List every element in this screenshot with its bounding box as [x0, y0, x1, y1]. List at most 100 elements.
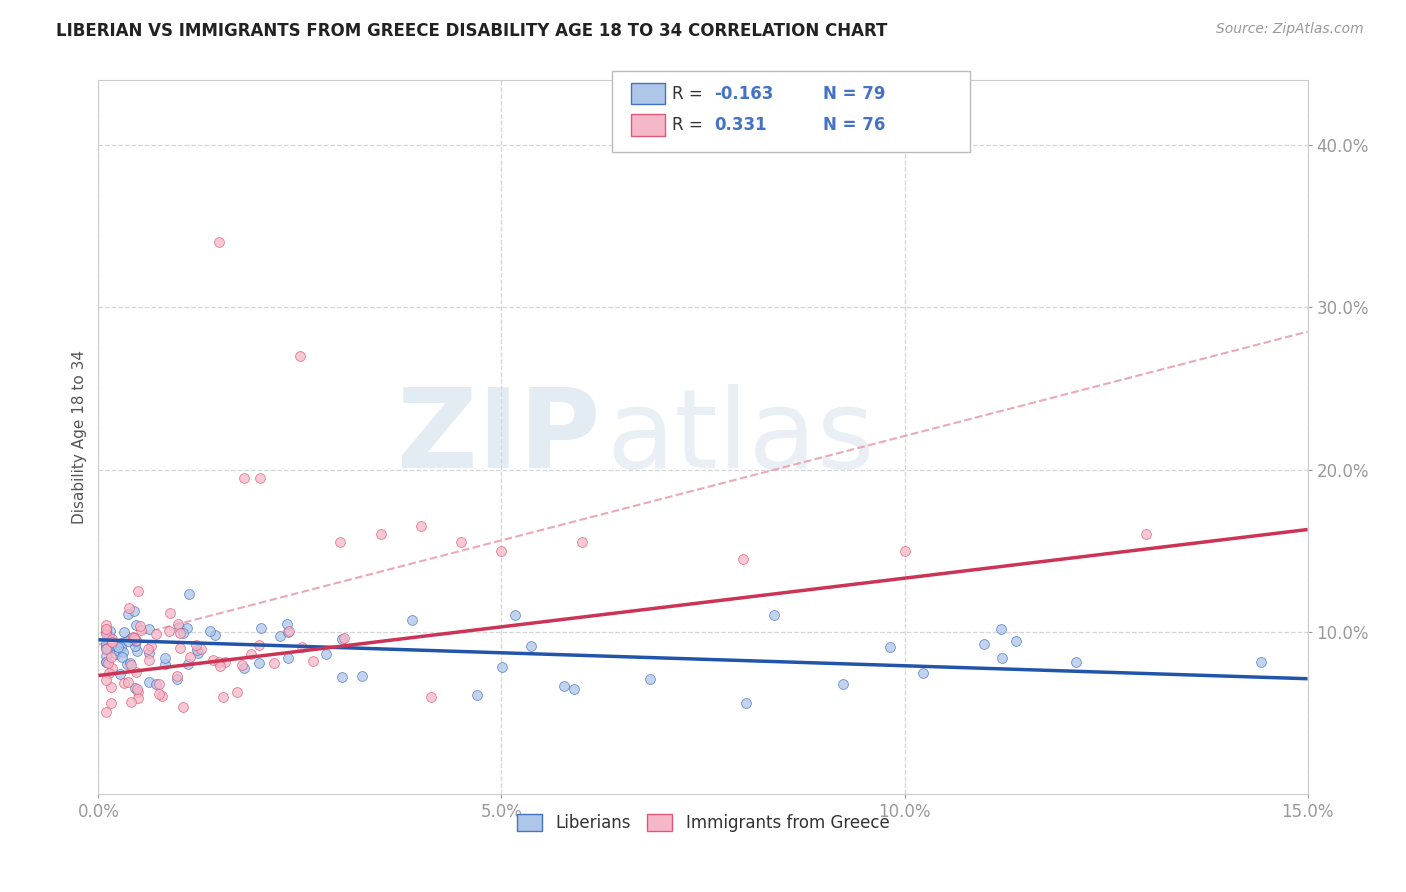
Point — [1005, 634, 1028, 648]
Point — [291, 640, 314, 655]
Text: atlas: atlas — [606, 384, 875, 491]
Point — [177, 657, 200, 671]
Point — [124, 639, 146, 653]
Point — [98, 666, 121, 681]
Point — [100, 680, 122, 694]
Point — [370, 527, 392, 541]
Point — [503, 608, 526, 623]
Point — [166, 673, 188, 687]
Point — [107, 640, 129, 654]
Point — [124, 681, 146, 695]
Point — [148, 677, 170, 691]
Point — [100, 638, 122, 652]
Point — [96, 705, 118, 719]
Point — [247, 657, 270, 671]
Point — [138, 653, 160, 667]
Point — [138, 622, 160, 636]
Point — [129, 619, 152, 633]
Point — [96, 640, 118, 655]
Point — [97, 634, 120, 648]
Point — [187, 646, 209, 660]
Point — [204, 628, 226, 642]
Point — [127, 690, 149, 705]
Point — [329, 535, 352, 549]
Point — [249, 621, 271, 635]
Point — [186, 642, 208, 657]
Text: ZIP: ZIP — [396, 384, 600, 491]
Point — [153, 651, 176, 665]
Point — [202, 653, 225, 667]
Text: LIBERIAN VS IMMIGRANTS FROM GREECE DISABILITY AGE 18 TO 34 CORRELATION CHART: LIBERIAN VS IMMIGRANTS FROM GREECE DISAB… — [56, 22, 887, 40]
Point — [226, 684, 249, 698]
Point — [96, 618, 118, 632]
Point — [122, 633, 145, 648]
Point — [108, 667, 131, 681]
Point — [96, 649, 118, 664]
Point — [122, 604, 145, 618]
Point — [176, 621, 198, 635]
Text: N = 79: N = 79 — [823, 85, 884, 103]
Text: N = 76: N = 76 — [823, 116, 884, 134]
Point — [520, 639, 543, 653]
Point — [240, 647, 263, 661]
Point — [276, 616, 298, 631]
Point — [269, 629, 291, 643]
Point — [638, 672, 661, 686]
Point — [120, 631, 142, 645]
Point — [911, 666, 934, 681]
Point — [110, 640, 132, 654]
Point — [571, 535, 593, 549]
Point — [124, 632, 146, 647]
Point — [100, 660, 122, 674]
Point — [169, 625, 191, 640]
Point — [159, 606, 181, 620]
Point — [169, 620, 191, 634]
Point — [208, 235, 231, 250]
Point — [419, 690, 441, 704]
Point — [232, 660, 254, 674]
Point — [562, 682, 585, 697]
Point — [108, 644, 131, 658]
Point — [278, 624, 301, 638]
Point — [184, 638, 207, 652]
Point — [100, 632, 122, 646]
Point — [247, 638, 270, 652]
Point — [100, 696, 122, 710]
Point — [121, 631, 143, 645]
Point — [212, 690, 235, 704]
Text: R =: R = — [672, 116, 709, 134]
Point — [115, 657, 138, 672]
Point — [96, 622, 118, 636]
Point — [288, 349, 311, 363]
Point — [991, 650, 1014, 665]
Point — [97, 656, 120, 670]
Point — [401, 613, 423, 627]
Point — [138, 675, 160, 690]
Point — [141, 639, 163, 653]
Point — [138, 642, 160, 657]
Point — [190, 641, 212, 656]
Legend: Liberians, Immigrants from Greece: Liberians, Immigrants from Greece — [510, 807, 896, 839]
Point — [96, 636, 118, 650]
Point — [762, 608, 785, 623]
Point — [111, 650, 134, 665]
Point — [209, 659, 232, 673]
Point — [166, 669, 188, 683]
Point — [893, 543, 915, 558]
Y-axis label: Disability Age 18 to 34: Disability Age 18 to 34 — [72, 350, 87, 524]
Point — [145, 676, 167, 690]
Point — [98, 629, 121, 643]
Point — [465, 688, 488, 702]
Point — [172, 700, 194, 714]
Point — [169, 640, 191, 655]
Point — [553, 679, 575, 693]
Text: R =: R = — [672, 85, 709, 103]
Point — [112, 676, 135, 690]
Point — [157, 624, 180, 638]
Point — [973, 636, 995, 650]
Point — [1064, 656, 1087, 670]
Point — [148, 687, 170, 701]
Point — [120, 695, 142, 709]
Point — [105, 648, 128, 662]
Point — [96, 623, 118, 637]
